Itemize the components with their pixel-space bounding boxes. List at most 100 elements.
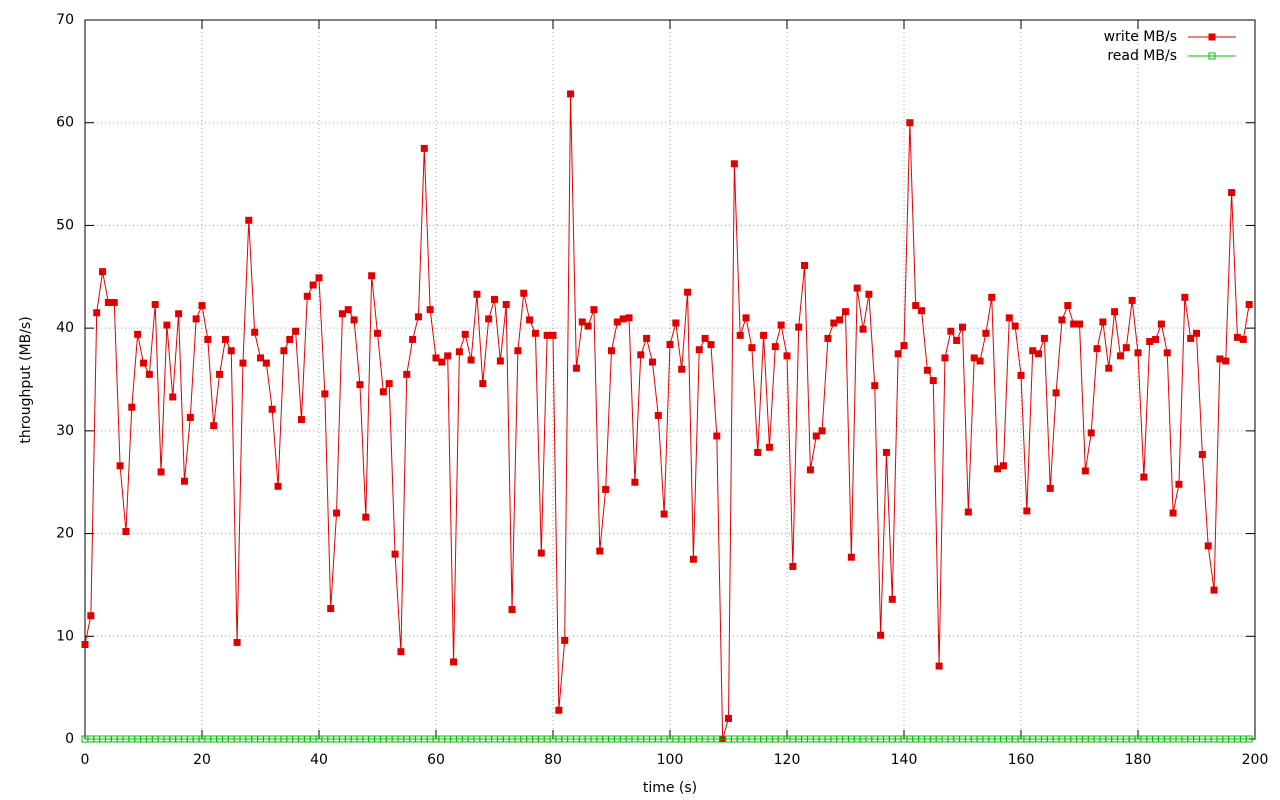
- data-point: [736, 331, 744, 339]
- data-point: [1222, 357, 1230, 365]
- data-point: [496, 357, 504, 365]
- data-point: [853, 284, 861, 292]
- data-point: [619, 315, 627, 323]
- data-point: [210, 422, 218, 430]
- data-point: [145, 370, 153, 378]
- data-point: [1181, 293, 1189, 301]
- data-point: [877, 631, 885, 639]
- data-point: [350, 316, 358, 324]
- data-point: [859, 325, 867, 333]
- data-point: [742, 314, 750, 322]
- data-point: [1198, 450, 1206, 458]
- data-point: [543, 331, 551, 339]
- y-tick-label: 40: [56, 320, 74, 336]
- data-point: [1076, 320, 1083, 328]
- data-point: [467, 356, 475, 364]
- data-point: [204, 335, 212, 343]
- data-point: [414, 313, 422, 321]
- data-point: [1116, 352, 1124, 360]
- data-point: [836, 316, 844, 324]
- data-point: [900, 342, 908, 350]
- data-point: [1245, 735, 1253, 743]
- data-point: [514, 347, 522, 355]
- data-point: [1093, 345, 1101, 353]
- data-point: [725, 714, 732, 722]
- y-tick-label: 30: [56, 423, 74, 439]
- data-point: [151, 301, 159, 309]
- data-point: [882, 448, 890, 456]
- data-point: [286, 335, 294, 343]
- data-point: [678, 365, 686, 373]
- data-point: [765, 443, 773, 451]
- data-point: [245, 216, 253, 224]
- data-point: [1064, 302, 1072, 310]
- data-point: [988, 293, 996, 301]
- data-point: [1070, 320, 1078, 328]
- data-point: [233, 638, 241, 646]
- data-point: [309, 281, 317, 289]
- x-tick-label: 0: [81, 752, 90, 768]
- data-point: [87, 612, 95, 620]
- legend-marker: [1208, 52, 1216, 60]
- x-tick-label: 160: [1008, 752, 1035, 768]
- data-point: [824, 334, 832, 342]
- data-point: [163, 321, 171, 329]
- data-point: [660, 510, 668, 518]
- data-point: [1099, 318, 1107, 326]
- legend-marker: [1208, 33, 1216, 41]
- legend-label: write MB/s: [1104, 29, 1177, 45]
- data-point: [508, 606, 516, 614]
- data-point: [689, 555, 697, 563]
- x-tick-label: 60: [427, 752, 445, 768]
- data-point: [918, 307, 926, 315]
- data-point: [929, 377, 937, 385]
- data-point: [362, 513, 370, 521]
- series-line: [84, 93, 1250, 740]
- data-point: [783, 352, 791, 360]
- data-point: [789, 562, 797, 570]
- data-point: [321, 390, 329, 398]
- data-point: [104, 298, 112, 306]
- data-point: [572, 364, 580, 372]
- data-point: [140, 359, 147, 367]
- data-point: [274, 482, 282, 490]
- data-point: [713, 432, 721, 440]
- data-point: [613, 318, 621, 326]
- data-point: [567, 90, 575, 98]
- data-point: [268, 405, 276, 413]
- x-tick-label: 180: [1125, 752, 1152, 768]
- data-point: [695, 346, 703, 354]
- data-point: [590, 306, 598, 314]
- data-point: [970, 354, 978, 362]
- data-point: [648, 358, 656, 366]
- data-point: [672, 319, 680, 327]
- data-point: [157, 468, 165, 476]
- data-point: [374, 329, 381, 337]
- plot-frame: [84, 19, 1256, 740]
- data-point: [99, 268, 107, 276]
- data-point: [1005, 314, 1013, 322]
- data-point: [116, 462, 124, 470]
- data-point: [1035, 350, 1043, 358]
- data-point: [1052, 389, 1060, 397]
- x-tick-label: 200: [1242, 752, 1269, 768]
- data-point: [801, 261, 809, 269]
- data-point: [134, 330, 142, 338]
- data-point: [1245, 301, 1253, 309]
- data-point: [1239, 335, 1247, 343]
- data-point: [953, 336, 961, 344]
- data-point: [257, 354, 264, 362]
- data-point: [637, 351, 645, 359]
- data-point: [584, 322, 592, 330]
- data-point: [748, 344, 756, 352]
- data-point: [999, 462, 1007, 470]
- data-point: [1175, 480, 1183, 488]
- x-tick-label: 120: [774, 752, 801, 768]
- data-point: [1163, 349, 1171, 357]
- data-point: [596, 547, 604, 555]
- data-point: [830, 319, 838, 327]
- data-point: [912, 302, 920, 310]
- y-tick-label: 0: [65, 731, 74, 747]
- data-point: [1204, 542, 1212, 550]
